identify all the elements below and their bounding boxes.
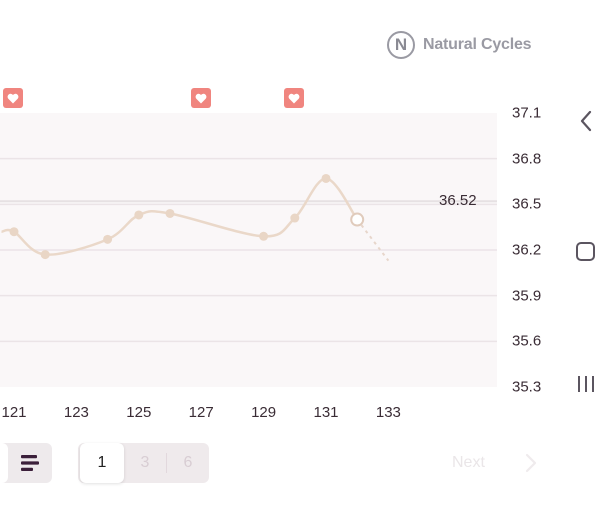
y-tick-label: 36.2	[512, 241, 542, 259]
current-temperature-point	[350, 212, 365, 227]
y-tick-label: 36.8	[512, 150, 542, 168]
reference-value-label: 36.52	[439, 192, 477, 209]
home-icon[interactable]	[575, 241, 597, 263]
temperature-point[interactable]	[9, 227, 19, 237]
recents-icon[interactable]	[575, 374, 597, 394]
chevron-right-icon[interactable]	[524, 453, 538, 473]
x-tick-label: 129	[251, 404, 277, 421]
temperature-point[interactable]	[165, 208, 175, 218]
bar-view-button[interactable]	[10, 443, 50, 483]
temperature-point[interactable]	[40, 250, 50, 260]
back-icon[interactable]	[578, 110, 596, 132]
temperature-point[interactable]	[259, 231, 269, 241]
heart-icon[interactable]	[191, 88, 211, 108]
page-6-button[interactable]: 6	[183, 454, 193, 471]
view-toggle	[0, 443, 52, 483]
heart-icon[interactable]	[3, 88, 23, 108]
y-tick-label: 35.9	[512, 287, 542, 305]
temperature-point[interactable]	[134, 210, 144, 220]
heart-icon[interactable]	[284, 88, 304, 108]
y-tick-label: 36.5	[512, 195, 542, 213]
y-tick-label: 35.6	[512, 332, 542, 350]
y-tick-label: 35.3	[512, 378, 542, 396]
brand-logo: N Natural Cycles	[387, 29, 532, 61]
x-tick-label: 133	[375, 404, 401, 421]
y-tick-label: 37.1	[512, 104, 542, 122]
forecast-line	[356, 218, 390, 262]
temperature-point[interactable]	[321, 173, 331, 183]
natural-cycles-logo-icon: N	[387, 31, 415, 59]
temperature-point[interactable]	[290, 213, 300, 223]
x-tick-label: 121	[1, 404, 27, 421]
temperature-line	[1, 177, 359, 256]
x-tick-label: 123	[63, 404, 89, 421]
page-3-button[interactable]: 3	[140, 454, 150, 471]
page-divider	[166, 453, 167, 473]
brand-name: Natural Cycles	[423, 36, 532, 53]
page-1-button[interactable]: 1	[80, 443, 124, 483]
next-button[interactable]: Next	[452, 454, 485, 471]
bars-icon	[21, 455, 39, 471]
view-toggle-edge	[0, 443, 8, 483]
x-tick-label: 131	[313, 404, 339, 421]
x-tick-label: 125	[126, 404, 152, 421]
page-selector: 1 3 6	[78, 443, 209, 483]
temperature-point[interactable]	[103, 234, 113, 244]
x-tick-label: 127	[188, 404, 214, 421]
